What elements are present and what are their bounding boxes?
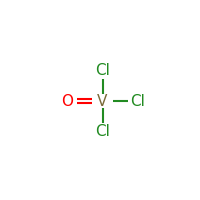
Text: O: O bbox=[61, 94, 73, 108]
Text: Cl: Cl bbox=[130, 94, 145, 108]
Text: Cl: Cl bbox=[95, 124, 110, 139]
Text: Cl: Cl bbox=[95, 63, 110, 78]
Text: V: V bbox=[97, 94, 108, 108]
